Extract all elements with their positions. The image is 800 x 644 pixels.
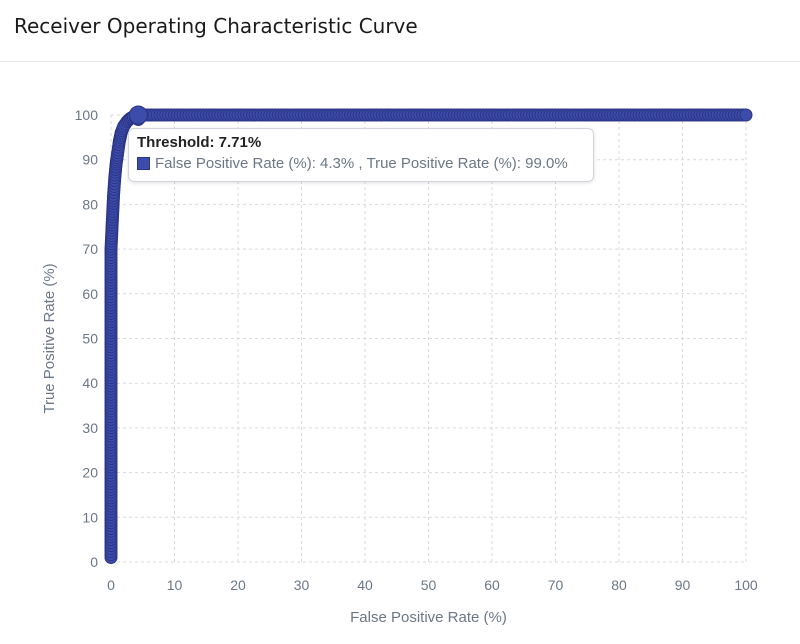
x-tick-label: 100: [734, 577, 758, 593]
x-tick-label: 70: [548, 577, 564, 593]
x-axis-label: False Positive Rate (%): [350, 609, 507, 626]
highlighted-point[interactable]: [128, 105, 148, 125]
grid: [110, 114, 747, 563]
x-tick-label: 80: [611, 577, 627, 593]
y-tick-label: 70: [82, 241, 98, 257]
x-tick-label: 60: [484, 577, 500, 593]
chart-title: Receiver Operating Characteristic Curve: [14, 14, 418, 38]
x-tick-label: 40: [357, 577, 373, 593]
y-tick-label: 60: [82, 286, 98, 302]
tooltip-title: Threshold: 7.71%: [137, 134, 262, 151]
x-tick-label: 50: [421, 577, 437, 593]
y-tick-label: 20: [82, 465, 98, 481]
y-tick-label: 30: [82, 420, 98, 436]
y-tick-label: 50: [82, 331, 98, 347]
y-tick-label: 0: [90, 554, 98, 570]
card-header: Receiver Operating Characteristic Curve: [0, 0, 800, 62]
tooltip-text: False Positive Rate (%): 4.3% , True Pos…: [155, 155, 568, 172]
point-tooltip: Threshold: 7.71% False Positive Rate (%)…: [128, 128, 594, 182]
x-tick-label: 10: [167, 577, 183, 593]
y-axis-label: True Positive Rate (%): [41, 263, 58, 413]
y-tick-label: 100: [75, 107, 99, 123]
roc-point[interactable]: [739, 108, 753, 122]
y-tick-label: 90: [82, 152, 98, 168]
x-tick-label: 30: [294, 577, 310, 593]
tooltip-row: False Positive Rate (%): 4.3% , True Pos…: [137, 155, 585, 172]
x-tick-label: 20: [230, 577, 246, 593]
y-tick-label: 40: [82, 375, 98, 391]
x-tick-label: 90: [675, 577, 691, 593]
y-tick-label: 80: [82, 196, 98, 212]
series-swatch-icon: [137, 157, 150, 170]
tick-labels: 0 10 20 30 40 50 60 70 80 90 100 0 10 20 30 40 50 60 70 80 9…: [75, 107, 758, 593]
x-tick-label: 0: [107, 577, 115, 593]
roc-series[interactable]: [104, 105, 753, 565]
y-tick-label: 10: [82, 509, 98, 525]
